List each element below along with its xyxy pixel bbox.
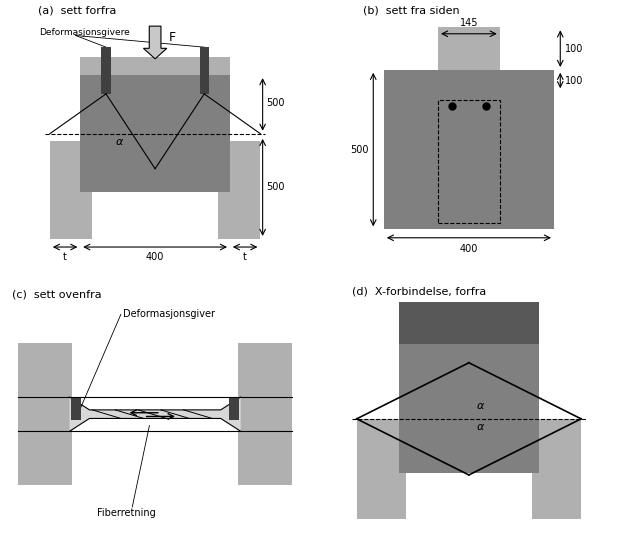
Bar	[71, 407, 81, 420]
FancyArrow shape	[144, 26, 167, 59]
Bar	[101, 47, 110, 94]
Text: $\alpha$: $\alpha$	[115, 137, 125, 147]
Bar	[438, 27, 500, 70]
Bar	[229, 399, 239, 411]
Bar	[238, 343, 292, 485]
Bar	[357, 419, 406, 519]
Text: Fiberretning: Fiberretning	[97, 508, 156, 518]
Text: Deformasjonsgivere: Deformasjonsgivere	[39, 29, 130, 37]
Bar	[438, 100, 500, 223]
Text: t: t	[243, 252, 247, 262]
Bar	[80, 75, 230, 192]
Bar	[200, 47, 209, 94]
Bar	[71, 399, 81, 411]
Polygon shape	[69, 397, 241, 432]
Text: 100: 100	[565, 75, 583, 86]
Text: $\alpha$: $\alpha$	[476, 401, 485, 411]
Bar	[384, 70, 554, 229]
Bar	[229, 407, 239, 420]
Text: 500: 500	[266, 98, 285, 108]
Text: Deformasjonsgiver: Deformasjonsgiver	[124, 309, 215, 319]
Text: 500: 500	[266, 182, 285, 192]
Text: 400: 400	[460, 244, 478, 254]
Text: (a)  sett forfra: (a) sett forfra	[38, 6, 117, 16]
Bar	[50, 141, 92, 239]
Text: 400: 400	[146, 252, 164, 262]
Text: 100: 100	[565, 44, 583, 54]
Bar	[399, 302, 539, 344]
Text: 145: 145	[460, 18, 478, 29]
Bar	[18, 343, 72, 485]
Bar	[532, 419, 581, 519]
Text: t: t	[63, 252, 67, 262]
Bar	[218, 141, 260, 239]
Text: 500: 500	[351, 145, 369, 155]
Bar	[399, 344, 539, 472]
Text: (d)  X-forbindelse, forfra: (d) X-forbindelse, forfra	[352, 287, 486, 296]
Bar	[80, 56, 230, 75]
Text: (c)  sett ovenfra: (c) sett ovenfra	[12, 290, 102, 299]
Text: F: F	[169, 31, 176, 44]
Text: (b)  sett fra siden: (b) sett fra siden	[363, 6, 459, 16]
Text: $\alpha$: $\alpha$	[476, 423, 485, 432]
